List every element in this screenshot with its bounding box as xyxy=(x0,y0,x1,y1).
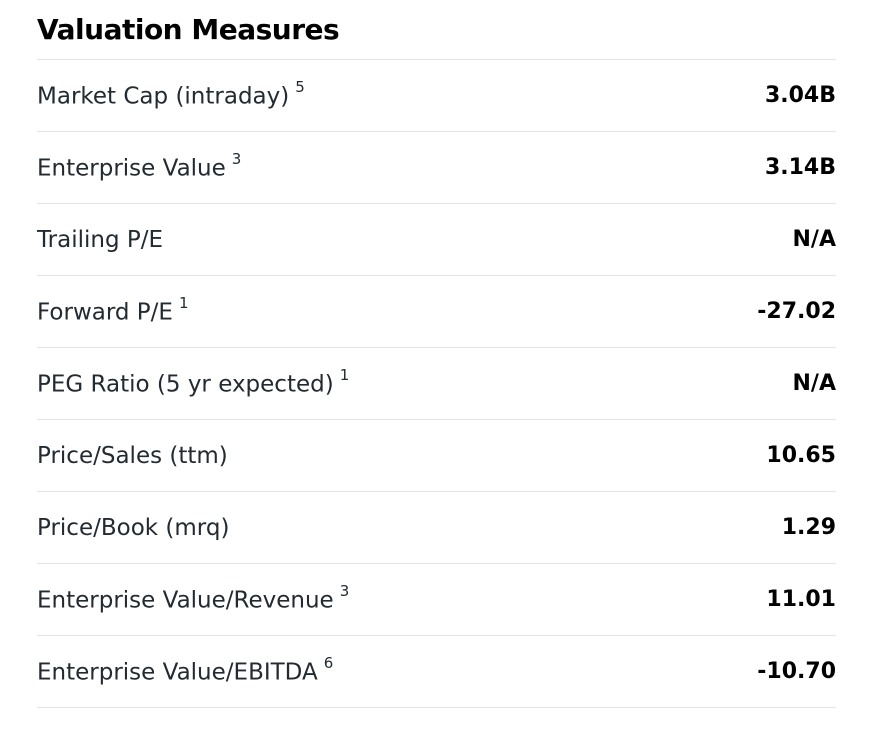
row-label-text: Market Cap (intraday) xyxy=(37,83,290,110)
row-label-text: Enterprise Value/EBITDA xyxy=(37,659,318,686)
section-title: Valuation Measures xyxy=(37,13,340,46)
footnote-marker: 5 xyxy=(295,78,305,97)
row-value: 11.01 xyxy=(766,587,836,612)
row-value: N/A xyxy=(792,371,836,396)
row-label-text: Price/Book (mrq) xyxy=(37,514,230,541)
row-label: Enterprise Value/EBITDA 6 xyxy=(37,654,334,686)
row-value: 1.29 xyxy=(781,515,836,540)
table-row-ev-revenue: Enterprise Value/Revenue 3 11.01 xyxy=(37,564,836,636)
table-row-market-cap: Market Cap (intraday) 5 3.04B xyxy=(37,60,836,132)
footnote-marker: 3 xyxy=(231,150,242,169)
footnote-marker: 1 xyxy=(178,294,189,313)
row-label: Trailing P/E xyxy=(37,227,163,253)
row-label-text: Trailing P/E xyxy=(37,226,164,253)
row-label: PEG Ratio (5 yr expected) 1 xyxy=(37,366,350,398)
table-row-price-book: Price/Book (mrq) 1.29 xyxy=(37,492,836,564)
row-value: 3.14B xyxy=(764,155,836,180)
table-row-enterprise-value: Enterprise Value 3 3.14B xyxy=(37,132,836,204)
row-value: -10.70 xyxy=(757,659,836,684)
valuation-table: Market Cap (intraday) 5 3.04B Enterprise … xyxy=(37,59,836,708)
row-label: Forward P/E 1 xyxy=(37,294,189,326)
table-row-peg-ratio: PEG Ratio (5 yr expected) 1 N/A xyxy=(37,348,836,420)
row-label-text: Enterprise Value/Revenue xyxy=(37,587,334,614)
table-row-forward-pe: Forward P/E 1 -27.02 xyxy=(37,276,836,348)
row-label: Enterprise Value 3 xyxy=(37,150,242,182)
table-row-price-sales: Price/Sales (ttm) 10.65 xyxy=(37,420,836,492)
row-value: 10.65 xyxy=(766,443,836,468)
table-row-trailing-pe: Trailing P/E N/A xyxy=(37,204,836,276)
footnote-marker: 3 xyxy=(339,582,350,601)
footnote-marker: 6 xyxy=(323,654,334,673)
valuation-measures-panel: Valuation Measures Market Cap (intraday)… xyxy=(37,13,836,708)
row-label: Price/Sales (ttm) xyxy=(37,443,228,469)
row-value: -27.02 xyxy=(757,299,836,324)
table-row-ev-ebitda: Enterprise Value/EBITDA 6 -10.70 xyxy=(37,636,836,708)
row-value: 3.04B xyxy=(764,83,836,108)
row-label-text: PEG Ratio (5 yr expected) xyxy=(37,371,334,398)
footnote-marker: 1 xyxy=(339,366,350,385)
row-label-text: Price/Sales (ttm) xyxy=(37,442,228,469)
row-label-text: Forward P/E xyxy=(37,299,173,326)
row-label: Enterprise Value/Revenue 3 xyxy=(37,582,350,614)
row-label-text: Enterprise Value xyxy=(37,155,226,182)
row-label: Market Cap (intraday) 5 xyxy=(37,78,305,110)
row-label: Price/Book (mrq) xyxy=(37,515,229,541)
row-value: N/A xyxy=(792,227,836,252)
